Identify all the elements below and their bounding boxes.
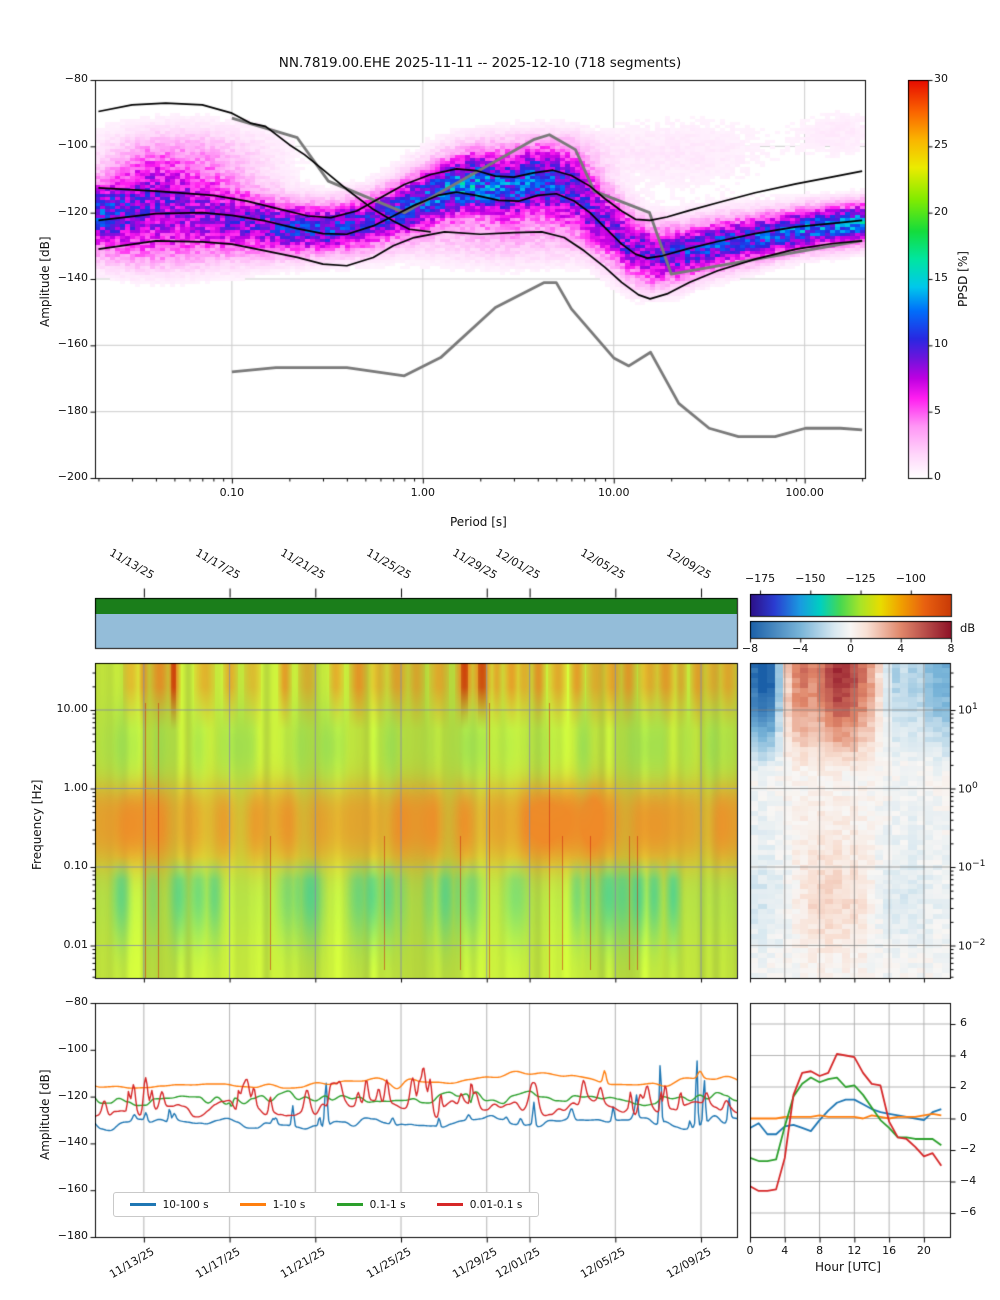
ppsd-cbar-tick: 20 [934,204,948,218]
date-tick-bottom: 11/25/25 [364,1245,414,1281]
freq-ytick: 1.00 [63,780,89,794]
ppsd-cbar-tick: 5 [934,403,941,417]
coverage-bar-blue [95,614,737,648]
legend-label: 0.1-1 s [369,1198,406,1211]
hour-xtick: 8 [816,1244,824,1257]
spectrogram-plot-area [95,663,737,978]
ppsd-plot-area [95,80,865,478]
freq-ytick: 0.10 [63,859,89,872]
date-tick-top: 11/21/25 [278,546,328,582]
diurnal-ytick: 0 [960,1110,967,1124]
deviation-colorbar [750,621,951,638]
freq-right-ytick: 101 [958,701,978,717]
ppsd-cbar-tick: 15 [934,271,948,284]
ppsd-xtick: 100.00 [785,486,824,499]
legend-item-0.1-1s: 0.1-1 s [336,1198,406,1211]
coverage-bar-green [95,598,737,614]
ts-ytick: −140 [57,1135,88,1149]
legend-line-red [436,1203,463,1206]
diurnal-ytick: −6 [960,1205,977,1218]
ppsd-ytick: −120 [57,204,88,218]
date-tick-bottom: 11/29/25 [449,1245,500,1281]
legend-line-green [336,1203,363,1206]
ts-ytick: −180 [57,1229,88,1242]
freq-right-ytick: 10−1 [958,858,986,874]
date-tick-top: 12/01/25 [492,546,543,582]
ts-ytick: −120 [57,1088,88,1102]
hour-xtick: 20 [916,1244,931,1257]
legend-line-blue [129,1203,156,1206]
ppsd-ytick: −80 [64,72,88,85]
ppsd-ytick: −200 [57,470,88,483]
dev-cbar-tick: −8 [741,642,759,655]
date-tick-bottom: 12/09/25 [664,1245,714,1281]
dev-cbar-tick: −4 [792,642,809,655]
date-tick-top: 11/17/25 [192,546,243,582]
date-tick-top: 12/09/25 [664,546,714,582]
amplitude-colorbar [750,594,951,616]
amp-cbar-tick: −175 [744,572,776,585]
date-tick-top: 12/05/25 [578,546,628,582]
ppsd-ytick: −100 [57,138,88,152]
diurnal-ytick: 4 [960,1047,967,1061]
hour-xtick: 16 [882,1244,897,1257]
date-tick-bottom: 11/13/25 [107,1245,157,1281]
ppsd-title: NN.7819.00.EHE 2025-11-11 -- 2025-12-10 … [278,55,682,71]
amp-cbar-tick: −100 [895,572,926,585]
ppsd-colorbar-label: PPSD [%] [956,251,970,307]
date-tick-top: 11/25/25 [364,546,414,582]
ppsd-cbar-tick: 10 [934,337,948,351]
freq-right-ytick: 10−2 [958,936,986,953]
ppsd-xlabel: Period [s] [450,515,507,529]
diurnal-ytick: −2 [960,1142,977,1155]
ppsd-xtick: 10.00 [597,486,630,499]
date-tick-bottom: 12/01/25 [492,1245,543,1281]
legend-label: 10-100 s [162,1198,209,1211]
ppsd-ytick: −140 [57,271,88,284]
ppsd-xtick: 0.10 [219,486,245,499]
hour-heatmap-area [750,663,950,978]
date-tick-bottom: 11/21/25 [278,1245,328,1281]
ts-ytick: −100 [57,1041,88,1055]
legend-label: 0.01-0.1 s [469,1198,523,1211]
date-tick-bottom: 12/05/25 [578,1245,628,1281]
legend-item-10-100s: 10-100 s [129,1198,209,1211]
diurnal-ytick: 6 [960,1016,967,1029]
ppsd-cbar-tick: 30 [934,72,948,85]
hour-xtick: 4 [781,1244,789,1257]
dev-cbar-tick: 4 [897,642,905,655]
ppsd-ytick: −180 [57,403,88,417]
freq-right-ytick: 100 [958,779,978,796]
ts-ytick: −160 [57,1182,88,1196]
legend-line-orange [239,1203,266,1206]
date-tick-bottom: 11/17/25 [192,1245,243,1281]
date-tick-top: 11/29/25 [449,546,500,582]
hour-xtick: 12 [847,1244,862,1257]
dev-cbar-tick: 0 [847,642,854,655]
ppsd-ytick: −160 [57,337,88,351]
ppsd-cbar-tick: 0 [934,470,941,483]
dev-cbar-tick: 8 [947,642,955,655]
freq-ytick: 10.00 [56,702,89,715]
deviation-colorbar-label: dB [960,621,976,635]
legend-item-1-10s: 1-10 s [239,1198,306,1211]
diurnal-ytick: 2 [960,1079,967,1092]
freq-ytick: 0.01 [63,937,89,951]
diurnal-plot-area [750,1003,950,1237]
amp-cbar-tick: −125 [845,572,876,585]
diurnal-ytick: −4 [960,1173,977,1187]
ts-ytick: −80 [64,995,88,1008]
amp-cbar-tick: −150 [795,572,826,585]
legend-item-0.01-0.1s: 0.01-0.1 s [436,1198,523,1211]
ppsd-xtick: 1.00 [410,486,436,499]
ppsd-colorbar [908,80,928,478]
hour-xtick: 0 [746,1244,754,1257]
legend-label: 1-10 s [272,1198,306,1211]
timeseries-legend: 10-100 s 1-10 s 0.1-1 s 0.01-0.1 s [113,1192,539,1217]
date-tick-top: 11/13/25 [107,546,157,582]
diurnal-xlabel: Hour [UTC] [815,1260,881,1274]
ppsd-cbar-tick: 25 [934,138,948,152]
